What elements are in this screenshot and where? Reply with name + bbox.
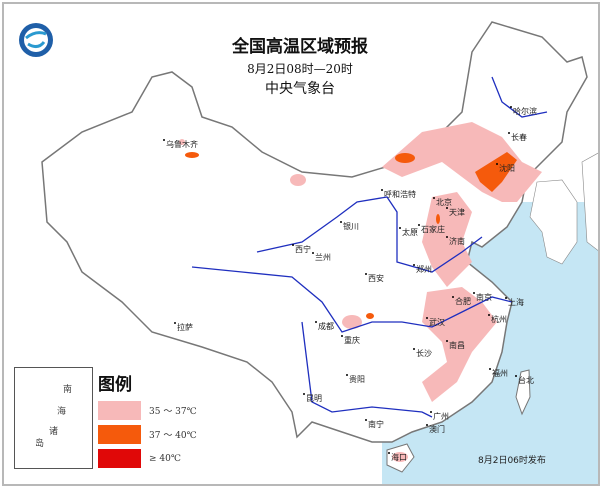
legend: 图例 35 ～ 37℃ 37 ～ 40℃ ≥ 40℃ xyxy=(98,370,197,473)
city-label: 西安 xyxy=(365,273,384,284)
city-label: 福州 xyxy=(489,368,508,379)
city-label: 南京 xyxy=(473,292,492,303)
city-label: 天津 xyxy=(446,207,465,218)
city-label: 重庆 xyxy=(341,335,360,346)
city-label: 沈阳 xyxy=(496,163,515,174)
city-label: 乌鲁木齐 xyxy=(163,139,198,150)
map-title: 全国高温区域预报 xyxy=(232,37,368,57)
city-label: 台北 xyxy=(515,375,534,386)
city-label: 武汉 xyxy=(426,317,445,328)
city-label: 长春 xyxy=(508,132,527,143)
city-label: 太原 xyxy=(399,227,418,238)
legend-item: 37 ～ 40℃ xyxy=(98,425,197,444)
time-range: 8月2日08时—20时 xyxy=(247,62,353,76)
city-label: 长沙 xyxy=(413,348,432,359)
city-label: 上海 xyxy=(505,297,524,308)
city-label: 石家庄 xyxy=(418,224,445,235)
china-map xyxy=(41,21,598,484)
city-label: 济南 xyxy=(446,236,465,247)
legend-item: 35 ～ 37℃ xyxy=(98,401,197,420)
city-label: 南宁 xyxy=(365,419,384,430)
city-label: 杭州 xyxy=(488,314,507,325)
city-label: 郑州 xyxy=(413,264,432,275)
inset-label: 岛 xyxy=(35,439,45,449)
legend-title: 图例 xyxy=(98,375,132,395)
city-label: 广州 xyxy=(430,411,449,422)
issuer: 中央气象台 xyxy=(265,81,335,97)
city-label: 北京 xyxy=(433,197,452,208)
japan xyxy=(581,152,598,251)
city-label: 拉萨 xyxy=(174,322,193,333)
cma-logo-icon xyxy=(19,23,53,57)
south-china-sea-inset: 南 海 诸 岛 xyxy=(14,367,93,469)
inset-label: 南 xyxy=(63,385,73,395)
issued-time: 8月2日06时发布 xyxy=(478,456,546,466)
city-label: 澳门 xyxy=(426,424,445,435)
city-label: 合肥 xyxy=(452,296,471,307)
legend-swatch xyxy=(98,449,141,468)
korea xyxy=(529,179,578,265)
legend-swatch xyxy=(98,401,141,420)
legend-swatch xyxy=(98,425,141,444)
inset-label: 诸 xyxy=(49,427,59,437)
city-label: 贵阳 xyxy=(346,374,365,385)
legend-label: 35 ～ 37℃ xyxy=(149,407,197,417)
legend-item: ≥ 40℃ xyxy=(98,449,197,468)
city-label: 昆明 xyxy=(303,393,322,404)
legend-label: 37 ～ 40℃ xyxy=(149,431,197,441)
city-label: 成都 xyxy=(315,321,334,332)
city-label: 兰州 xyxy=(312,252,331,263)
city-label: 海口 xyxy=(388,452,407,463)
city-label: 银川 xyxy=(340,221,359,232)
inset-label: 海 xyxy=(57,407,67,417)
city-label: 呼和浩特 xyxy=(381,189,416,200)
city-label: 西宁 xyxy=(292,244,311,255)
legend-label: ≥ 40℃ xyxy=(149,453,181,464)
city-label: 哈尔滨 xyxy=(510,106,537,117)
city-label: 南昌 xyxy=(446,340,465,351)
